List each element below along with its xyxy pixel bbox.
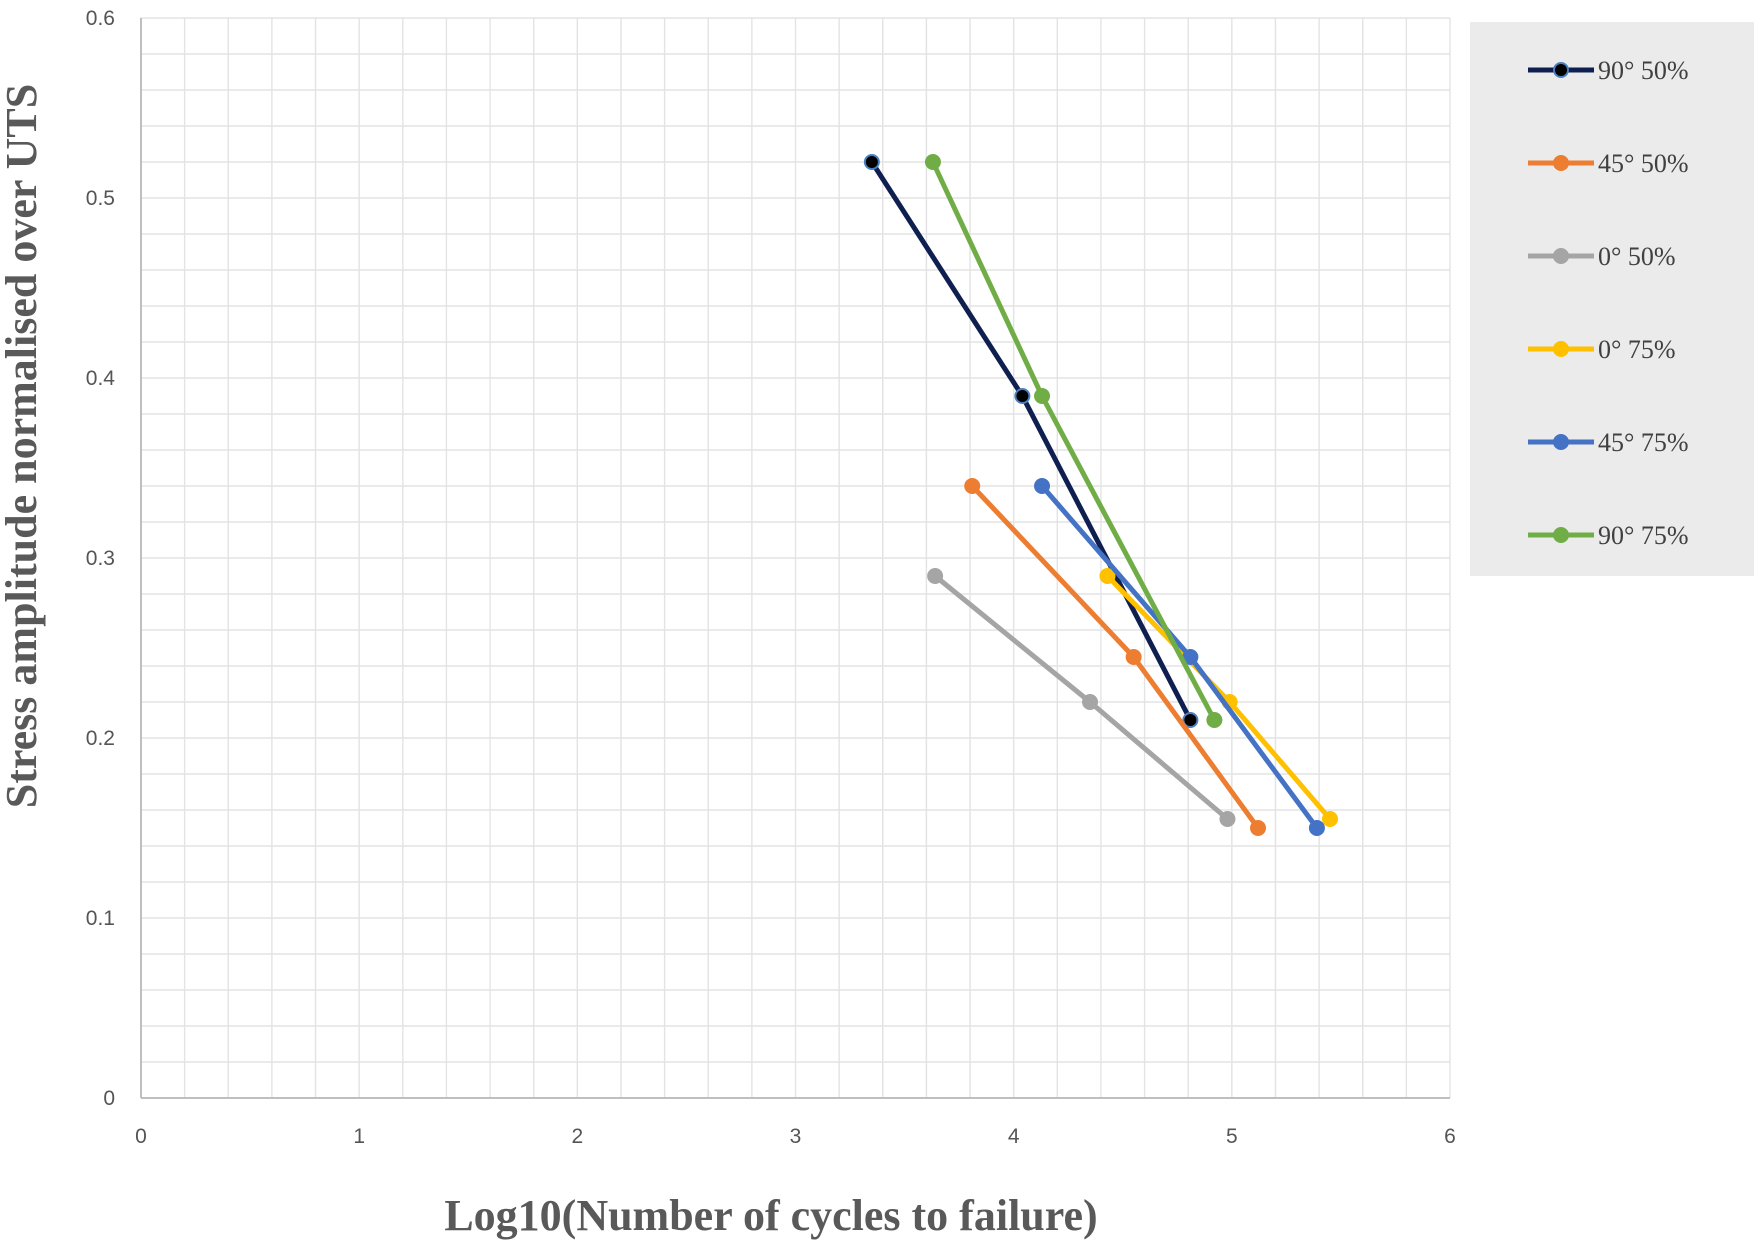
series-1	[964, 478, 1267, 836]
data-point	[1219, 811, 1236, 827]
legend-item: 0° 50%	[1528, 242, 1676, 271]
legend-item: 0° 75%	[1528, 335, 1676, 364]
x-axis-title: Log10(Number of cycles to failure)	[444, 1191, 1097, 1240]
data-point	[964, 478, 981, 494]
data-point	[927, 568, 944, 584]
y-tick-label: 0.5	[86, 187, 115, 210]
data-point	[1206, 712, 1223, 728]
legend-swatch-marker	[1553, 248, 1569, 264]
data-point	[1082, 694, 1099, 710]
legend-box	[1470, 22, 1754, 576]
x-tick-label: 2	[571, 1125, 583, 1148]
legend-swatch-marker	[1553, 62, 1569, 78]
plot-area	[863, 154, 1339, 836]
x-tick-label: 6	[1444, 1125, 1456, 1148]
x-tick-label: 0	[135, 1125, 147, 1148]
legend-swatch-marker	[1553, 527, 1569, 543]
legend-label: 45° 50%	[1598, 149, 1689, 178]
y-tick-label: 0.4	[86, 367, 116, 390]
data-point	[1308, 820, 1325, 836]
tick-labels: 0 1 2 3 4 5 6 0 0.1 0.2 0.3 0.4 0.5 0.6	[86, 7, 1456, 1148]
legend-swatch-marker	[1553, 434, 1569, 450]
legend-item: 45° 75%	[1528, 428, 1689, 457]
x-tick-label: 1	[353, 1125, 365, 1148]
y-tick-label: 0.3	[86, 547, 115, 570]
series-4	[1034, 478, 1325, 836]
data-point	[924, 154, 941, 170]
x-tick-label: 5	[1226, 1125, 1238, 1148]
data-point	[1125, 649, 1142, 665]
data-point	[1014, 388, 1031, 404]
legend-label: 0° 75%	[1598, 335, 1676, 364]
axes	[140, 18, 1450, 1099]
series-2	[927, 568, 1236, 827]
data-point	[1099, 568, 1116, 584]
data-point	[1034, 478, 1051, 494]
y-tick-label: 0.1	[86, 907, 115, 930]
gridlines	[140, 17, 1451, 1099]
legend-label: 90° 50%	[1598, 56, 1689, 85]
x-tick-label: 4	[1008, 1125, 1020, 1148]
legend: 90° 50% 45° 50% 0° 50% 0° 75% 45° 75% 90° 75%	[1470, 22, 1754, 576]
x-tick-label: 3	[790, 1125, 802, 1148]
data-point	[1250, 820, 1267, 836]
data-point	[863, 154, 880, 170]
series-line	[869, 159, 1193, 723]
series-5	[924, 154, 1223, 728]
legend-label: 90° 75%	[1598, 521, 1689, 550]
data-point	[1034, 388, 1051, 404]
y-tick-label: 0	[103, 1087, 115, 1110]
legend-swatch-marker	[1553, 341, 1569, 357]
y-axis-title: Stress amplitude normalised over UTS	[0, 84, 46, 808]
legend-label: 45° 75%	[1598, 428, 1689, 457]
data-point	[1182, 712, 1199, 728]
series-line	[932, 573, 1230, 822]
legend-swatch-marker	[1553, 155, 1569, 171]
legend-item: 45° 50%	[1528, 149, 1689, 178]
series-line	[930, 159, 1217, 723]
series-0	[863, 154, 1199, 728]
y-tick-label: 0.6	[86, 7, 115, 30]
legend-item: 90° 75%	[1528, 521, 1689, 550]
y-tick-label: 0.2	[86, 727, 115, 750]
legend-item: 90° 50%	[1528, 56, 1689, 85]
legend-label: 0° 50%	[1598, 242, 1676, 271]
data-point	[1322, 811, 1339, 827]
